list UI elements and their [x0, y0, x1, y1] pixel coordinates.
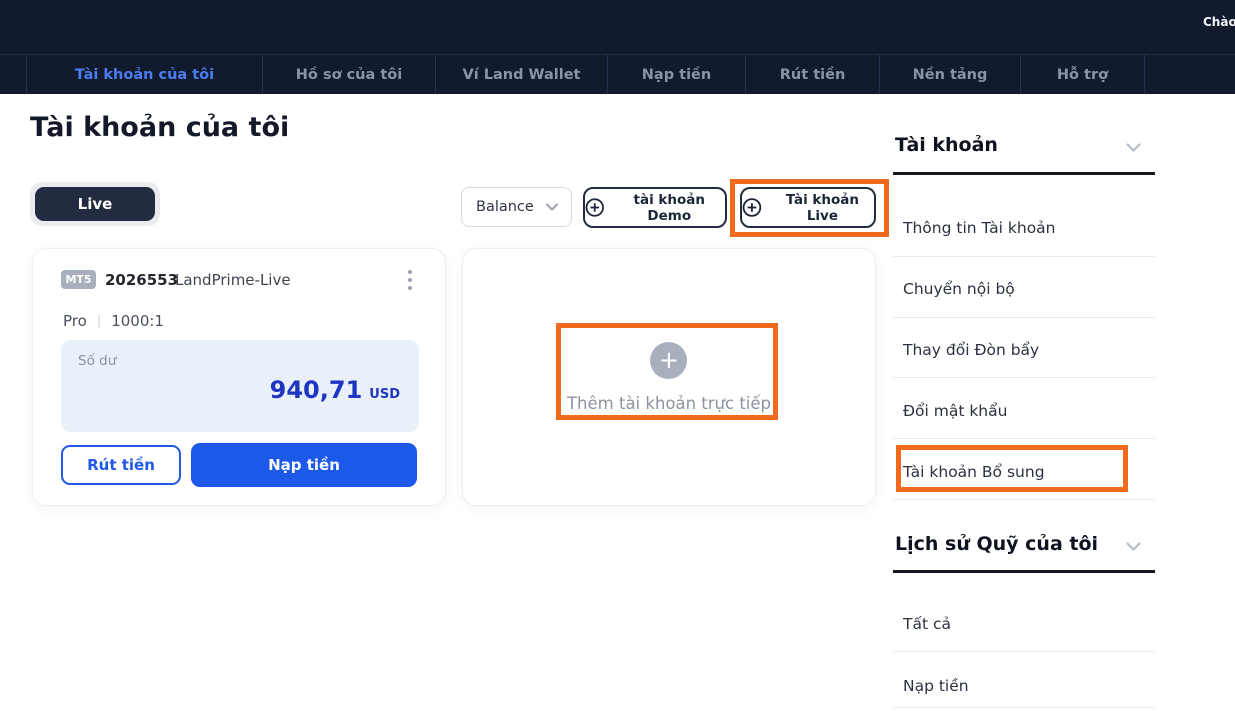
sidebar-item-internal-transfer[interactable]: Chuyển nội bộ [903, 280, 1015, 298]
platform-badge: MT5 [61, 270, 96, 289]
nav-tab-my-profile[interactable]: Hồ sơ của tôi [262, 55, 435, 94]
divider [893, 438, 1155, 439]
plus-icon: + [650, 341, 688, 379]
divider [893, 377, 1155, 378]
divider [893, 651, 1155, 652]
plus-circle-icon [742, 198, 762, 217]
sidebar-item-deposit[interactable]: Nạp tiền [903, 677, 969, 695]
sidebar-item-account-info[interactable]: Thông tin Tài khoản [903, 219, 1056, 237]
balance-label: Số dư [78, 353, 117, 369]
balance-currency: USD [369, 387, 400, 402]
nav-tab-support[interactable]: Hỗ trợ [1020, 55, 1144, 94]
chevron-down-icon [546, 203, 558, 211]
account-type-row: Pro | 1000:1 [63, 312, 164, 330]
balance-panel: Số dư 940,71 USD [61, 340, 419, 432]
add-demo-account-label: tài khoản Demo [633, 191, 705, 224]
nav-tab-platform[interactable]: Nền tảng [879, 55, 1020, 94]
sidebar-section-fund-history-title: Lịch sử Quỹ của tôi [895, 533, 1099, 555]
type-divider: | [96, 313, 102, 329]
divider [893, 256, 1155, 257]
account-menu-kebab-icon[interactable] [397, 266, 423, 294]
section-underline [893, 570, 1155, 573]
nav-tab-land-wallet[interactable]: Ví Land Wallet [435, 55, 607, 94]
add-account-card: + Thêm tài khoản trực tiếp [462, 248, 876, 506]
sidebar-section-account-title: Tài khoản [895, 134, 998, 156]
section-underline [893, 172, 1155, 175]
plus-circle-icon [585, 198, 604, 217]
add-live-account-tile[interactable]: + Thêm tài khoản trực tiếp [566, 341, 772, 413]
nav-tab-deposit[interactable]: Nạp tiền [607, 55, 745, 94]
account-type: Pro [63, 312, 87, 330]
leverage-value: 1000:1 [111, 312, 164, 330]
add-demo-account-button[interactable]: tài khoản Demo [583, 187, 727, 228]
sidebar-item-additional-account[interactable]: Tài khoản Bổ sung [903, 463, 1045, 481]
sidebar-item-change-leverage[interactable]: Thay đổi Đòn bẩy [903, 341, 1040, 359]
chevron-down-icon [1126, 542, 1141, 551]
divider [893, 317, 1155, 318]
account-mode-toggle: Live [30, 182, 160, 226]
page-title: Tài khoản của tôi [30, 112, 290, 143]
top-bar: Chào m [0, 0, 1235, 54]
account-number: 2026553 [105, 271, 179, 289]
server-name: LandPrime-Live [175, 271, 291, 289]
divider [893, 499, 1155, 500]
add-live-account-button[interactable]: Tài khoản Live [740, 187, 876, 228]
balance-amount: 940,71 USD [270, 376, 400, 404]
balance-value: 940,71 [269, 376, 363, 404]
greeting-text: Chào m [1203, 15, 1235, 29]
sidebar-item-all[interactable]: Tất cả [903, 615, 951, 633]
deposit-button[interactable]: Nạp tiền [191, 443, 417, 487]
add-account-tile-label: Thêm tài khoản trực tiếp [566, 393, 772, 413]
sidebar-section-fund-history[interactable]: Lịch sử Quỹ của tôi [895, 533, 1155, 557]
account-card: MT5 2026553 LandPrime-Live Pro | 1000:1 … [32, 248, 446, 506]
balance-dropdown[interactable]: Balance [461, 187, 572, 227]
live-mode-button[interactable]: Live [35, 187, 155, 221]
sidebar-section-account[interactable]: Tài khoản [895, 134, 1155, 158]
chevron-down-icon [1126, 143, 1141, 152]
add-live-account-label: Tài khoản Live [785, 191, 859, 224]
nav-tab-withdraw[interactable]: Rút tiền [745, 55, 879, 94]
nav-separator [1144, 55, 1145, 94]
divider [893, 707, 1155, 708]
sidebar-item-change-password[interactable]: Đổi mật khẩu [903, 402, 1008, 420]
main-nav: Tài khoản của tôi Hồ sơ của tôi Ví Land … [0, 54, 1235, 94]
balance-dropdown-value: Balance [476, 199, 534, 215]
nav-tab-my-accounts[interactable]: Tài khoản của tôi [26, 55, 262, 94]
withdraw-button[interactable]: Rút tiền [61, 445, 181, 485]
